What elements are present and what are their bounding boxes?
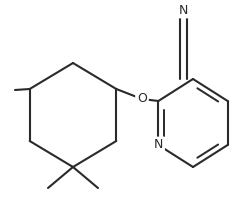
Text: N: N <box>178 3 188 17</box>
Text: O: O <box>137 93 147 105</box>
Text: N: N <box>178 3 188 17</box>
Text: O: O <box>137 93 147 105</box>
Text: N: N <box>154 139 163 152</box>
Text: N: N <box>154 139 163 152</box>
